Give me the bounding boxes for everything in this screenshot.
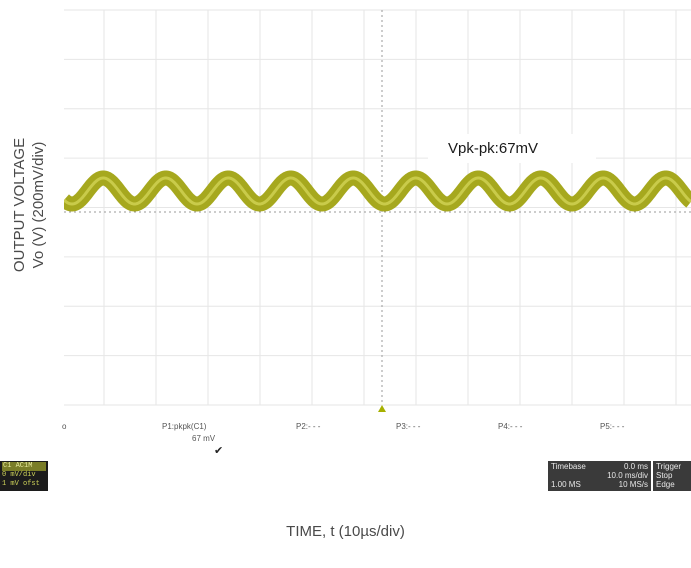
- measurement-p0: o: [62, 422, 67, 431]
- oscilloscope-display: Vpk-pk:67mV: [64, 0, 691, 410]
- measurement-p5[interactable]: P5:- - -: [600, 422, 625, 431]
- check-icon: ✔: [214, 445, 224, 457]
- y-axis-label-line1: OUTPUT VOLTAGE: [11, 137, 28, 273]
- timebase-offset: 0.0 ms: [623, 462, 648, 471]
- timebase-rate: 10 MS/s: [618, 480, 648, 489]
- channel-line2: 0 mV/div: [2, 471, 36, 479]
- measurement-p1-label[interactable]: P1:pkpk(C1): [162, 422, 207, 431]
- scope-grid: [64, 9, 691, 406]
- trigger-marker-icon: [378, 405, 386, 412]
- channel-line3: 1 mV ofst: [2, 480, 40, 488]
- y-axis-label: OUTPUT VOLTAGE Vo (V) (200mV/div): [0, 0, 58, 410]
- timebase-descriptor[interactable]: Timebase 0.0 ms 10.0 ms/div 1.00 MS 10 M…: [548, 461, 651, 491]
- channel-line1: C1 AC1M: [2, 462, 46, 471]
- trigger-label: Trigger: [656, 462, 682, 471]
- measurement-bar: o P1:pkpk(C1) 67 mV ✔ P2:- - - P3:- - - …: [0, 410, 691, 462]
- x-axis-label: TIME, t (10µs/div): [286, 523, 405, 540]
- channel-descriptor[interactable]: C1 AC1M 0 mV/div 1 mV ofst: [0, 461, 48, 491]
- y-axis-label-line2: Vo (V) (200mV/div): [30, 141, 47, 269]
- measurement-p4[interactable]: P4:- - -: [498, 422, 523, 431]
- timebase-div: 10.0 ms/div: [607, 471, 648, 480]
- measurement-p2[interactable]: P2:- - -: [296, 422, 321, 431]
- timebase-label: Timebase: [551, 462, 586, 471]
- measurement-p1-value: 67 mV: [192, 434, 216, 443]
- trigger-descriptor[interactable]: Trigger Stop Edge: [653, 461, 691, 491]
- measurement-p3[interactable]: P3:- - -: [396, 422, 421, 431]
- waveform-trace-highlight: [64, 176, 691, 206]
- vpk-annotation: Vpk-pk:67mV: [428, 134, 597, 163]
- timebase-samples: 1.00 MS: [551, 480, 581, 489]
- trigger-type: Edge: [656, 480, 675, 489]
- trigger-mode: Stop: [656, 471, 673, 480]
